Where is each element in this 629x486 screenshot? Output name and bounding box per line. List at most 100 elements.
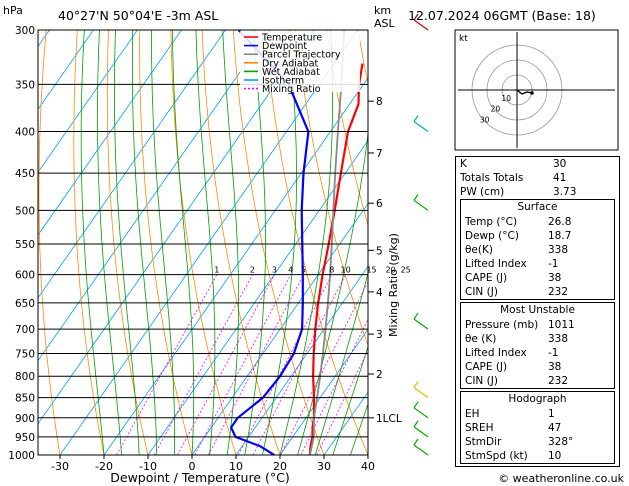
surface-title: Surface: [517, 201, 558, 213]
hodograph-row: EH 1: [465, 408, 555, 420]
pressure-unit: hPa: [3, 4, 23, 17]
mixing-ratio-line: [194, 274, 292, 455]
height-axis: 8 7 6 5 4 3 2 1LCL: [368, 96, 402, 425]
mixing-ratio-label: 20: [385, 266, 395, 275]
legend-background: [240, 31, 360, 92]
dry-adiabat-line: [326, 30, 368, 227]
wind-barb-flag: [413, 312, 419, 320]
indices-panel: K 30 Totals Totals 41 PW (cm) 3.73 Surface …: [455, 156, 620, 467]
surface-row: CIN (J) 232: [465, 286, 569, 298]
series-line-temperature: [308, 63, 364, 455]
wind-barb-flag: [413, 401, 419, 409]
isotherm-line: [147, 140, 368, 455]
wind-barb: [413, 426, 429, 438]
isotherm-line: [38, 30, 182, 236]
wind-barb: [413, 407, 429, 419]
mixing-ratio-line: [208, 274, 304, 455]
temperature-tick-label: -30: [51, 460, 69, 473]
most-unstable-section: Most Unstable Pressure (mb) 1011 θe (K) 33…: [460, 302, 615, 389]
mixing-ratio-line: [177, 274, 275, 455]
mixing-ratio-line: [280, 280, 368, 455]
pressure-tick-label: 850: [15, 393, 35, 405]
isotherm-line: [0, 30, 6, 455]
mixing-ratio-title: Mixing Ratio (g/kg): [387, 233, 400, 337]
pressure-tick-label: 650: [15, 298, 35, 310]
most-unstable-row: CIN (J) 232: [465, 375, 569, 387]
isotherm-line: [235, 265, 368, 455]
mixing-ratio-label: 25: [401, 266, 411, 275]
wet-adiabat-line: [151, 30, 175, 455]
temperature-tick-label: 20: [273, 460, 287, 473]
legend-label: Wet Adiabat: [262, 67, 320, 78]
location-title: 40°27'N 50°04'E -3m ASL: [58, 8, 218, 23]
km-unit: km: [374, 4, 391, 17]
dry-adiabat-line: [38, 30, 61, 455]
hodograph-ring-label: 10: [501, 94, 511, 103]
surface-row: Dewp (°C) 18.7: [465, 230, 572, 242]
wind-barb-flag: [413, 13, 419, 21]
hodograph-row: SREH 47: [465, 422, 562, 434]
most-unstable-row: CAPE (J) 38: [465, 361, 562, 373]
pressure-tick-label: 600: [15, 270, 35, 282]
pressure-tick-label: 700: [15, 324, 35, 336]
wet-adiabat-line: [350, 402, 368, 455]
dry-adiabat-line: [73, 30, 105, 455]
temperature-tick-label: 40: [361, 460, 375, 473]
surface-row: θe(K) 338: [465, 244, 569, 256]
wet-adiabat-line: [132, 30, 158, 455]
most-unstable-row: Pressure (mb) 1011: [465, 319, 575, 331]
pressure-tick-label: 1000: [8, 450, 35, 462]
mixing-ratio-label: 1: [214, 266, 219, 275]
temperature-tick-label: 10: [229, 460, 243, 473]
wind-barb: [413, 199, 429, 211]
pressure-tick-label: 400: [15, 127, 35, 139]
asl-label: ASL: [374, 17, 396, 30]
isotherm-line: [191, 202, 368, 455]
wet-adiabat-line: [172, 30, 195, 455]
wind-barb: [413, 387, 429, 399]
wind-barbs: [413, 13, 429, 456]
mixing-ratio-label: 5: [301, 266, 306, 275]
height-tick-label: 1LCL: [376, 413, 402, 425]
pressure-tick-label: 550: [15, 239, 35, 251]
temperature-tick-label: -10: [139, 460, 157, 473]
most-unstable-title: Most Unstable: [500, 304, 575, 316]
height-tick-label: 3: [376, 329, 383, 341]
wind-barb-flag: [413, 420, 419, 428]
temperature-tick-label: 0: [189, 460, 196, 473]
hodograph-table-title: Hodograph: [508, 393, 567, 405]
temperature-tick-label: -20: [95, 460, 113, 473]
isotherm-line: [38, 30, 94, 110]
wind-barb-flag: [413, 115, 419, 122]
wind-barb: [413, 318, 429, 330]
hodograph-section: Hodograph EH 1 SREH 47 StmDir 328° StmSpd (…: [460, 391, 615, 464]
hodograph-ring-label: 20: [491, 105, 501, 114]
wind-barb-flag: [413, 438, 419, 446]
height-tick-label: 6: [376, 198, 383, 210]
pressure-tick-label: 350: [15, 79, 35, 91]
copyright-footer: © weatheronline.co.uk: [498, 472, 624, 485]
most-unstable-row: θe (K) 338: [465, 333, 569, 345]
hodograph-unit: kt: [459, 34, 468, 44]
isotherm-line: [38, 30, 314, 425]
most-unstable-row: Lifted Index -1: [465, 347, 559, 359]
wind-barb-flag: [413, 193, 419, 201]
surface-row: Lifted Index -1: [465, 258, 559, 270]
hodograph-storm-motion: [530, 91, 534, 95]
mixing-ratio-label: 15: [366, 266, 376, 275]
legend-label: Temperature: [261, 33, 322, 44]
legend-label: Mixing Ratio: [262, 84, 321, 95]
pressure-tick-label: 800: [15, 371, 35, 383]
isotherm-line: [59, 30, 358, 455]
wet-adiabat-line: [114, 30, 140, 455]
pressure-tick-label: 950: [15, 432, 35, 444]
dry-adiabat-line: [106, 30, 149, 455]
surface-section: Surface Temp (°C) 26.8 Dewp (°C) 18.7 θe(K…: [460, 199, 615, 300]
temperature-axis: -30 -20 -10 0 10 20 30 40: [51, 455, 375, 473]
pressure-tick-label: 450: [15, 168, 35, 180]
wet-adiabat-line: [97, 30, 122, 455]
wind-barb: [413, 121, 429, 133]
